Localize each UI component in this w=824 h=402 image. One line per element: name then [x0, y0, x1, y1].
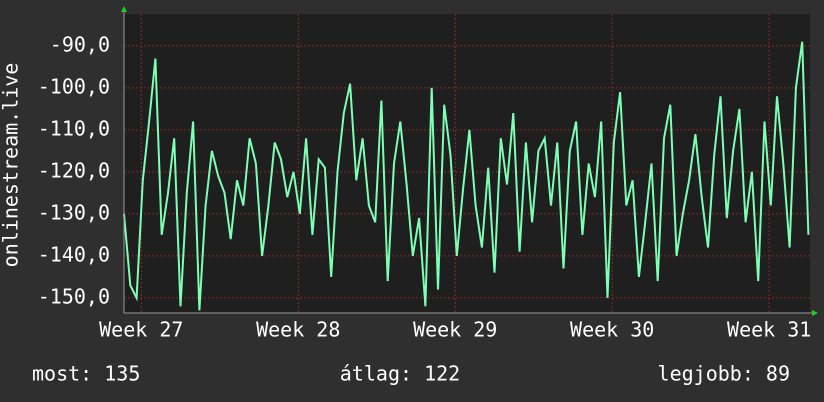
axis-arrow — [812, 310, 818, 316]
x-tick-label: Week 30 — [570, 318, 654, 342]
y-tick-label: -90,0 — [50, 32, 110, 56]
marks — [123, 41, 810, 311]
y-axis-label: onlinestream.live — [0, 63, 23, 268]
x-tick-label: Week 31 — [727, 318, 811, 342]
data-line — [123, 41, 810, 311]
y-tick-label: -150,0 — [38, 284, 110, 308]
footer-current: most: 135 — [32, 362, 140, 386]
y-tick-label: -130,0 — [38, 200, 110, 224]
y-tick-label: -120,0 — [38, 158, 110, 182]
plot-area — [124, 14, 810, 313]
axis-arrow — [121, 6, 127, 12]
y-tick-label: -140,0 — [38, 242, 110, 266]
x-tick-label: Week 28 — [256, 318, 340, 342]
footer-best: legjobb: 89 — [658, 362, 790, 386]
x-tick-label: Week 29 — [413, 318, 497, 342]
x-tick-label: Week 27 — [99, 318, 183, 342]
footer-average: átlag: 122 — [340, 362, 460, 386]
y-tick-label: -110,0 — [38, 116, 110, 140]
y-tick-label: -100,0 — [38, 74, 110, 98]
